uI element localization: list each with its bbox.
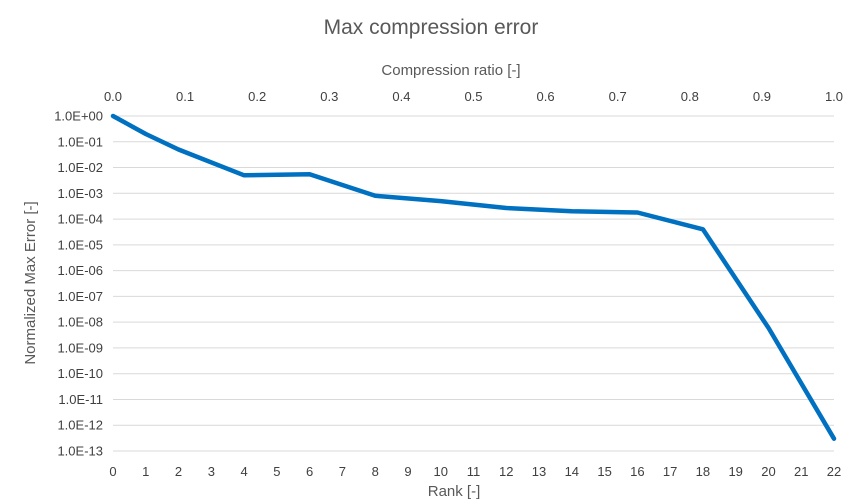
x-tick-label: 2 xyxy=(175,464,182,479)
y-tick-labels: 1.0E+00 1.0E-01 1.0E-02 1.0E-03 1.0E-04 1.0E-… xyxy=(54,109,103,459)
x2-tick-labels: 0.0 0.1 0.2 0.3 0.4 0.5 0.6 0.7 0.8 0.9 1.0 xyxy=(104,89,843,104)
x2-tick-label: 0.2 xyxy=(248,89,266,104)
y-tick-label: 1.0E-12 xyxy=(57,418,103,433)
y-tick-label: 1.0E-08 xyxy=(57,315,103,330)
x-tick-label: 20 xyxy=(761,464,775,479)
y-axis-title: Normalized Max Error [-] xyxy=(22,201,39,364)
x-tick-label: 7 xyxy=(339,464,346,479)
y-tick-label: 1.0E-01 xyxy=(57,134,103,149)
x-tick-label: 13 xyxy=(532,464,546,479)
x-tick-label: 15 xyxy=(597,464,611,479)
x2-tick-label: 0.7 xyxy=(609,89,627,104)
x2-tick-label: 1.0 xyxy=(825,89,843,104)
x-tick-label: 6 xyxy=(306,464,313,479)
x-tick-label: 17 xyxy=(663,464,677,479)
x-tick-label: 4 xyxy=(240,464,247,479)
x2-tick-label: 0.0 xyxy=(104,89,122,104)
x2-tick-label: 0.4 xyxy=(392,89,410,104)
x-axis-title: Rank [-] xyxy=(428,483,481,500)
x-tick-label: 8 xyxy=(372,464,379,479)
x2-tick-label: 0.3 xyxy=(320,89,338,104)
x-tick-label: 12 xyxy=(499,464,513,479)
x-tick-label: 16 xyxy=(630,464,644,479)
x2-tick-label: 0.6 xyxy=(537,89,555,104)
x2-tick-label: 0.9 xyxy=(753,89,771,104)
x-tick-label: 9 xyxy=(404,464,411,479)
y-tick-label: 1.0E-09 xyxy=(57,340,103,355)
x2-tick-label: 0.1 xyxy=(176,89,194,104)
x-tick-label: 19 xyxy=(728,464,742,479)
y-tick-label: 1.0E-05 xyxy=(57,237,103,252)
x-tick-label: 3 xyxy=(208,464,215,479)
x-tick-labels: 0 1 2 3 4 5 6 7 8 9 10 11 12 13 14 15 16 17 18 19 20 21 22 xyxy=(109,464,841,479)
y-tick-label: 1.0E-06 xyxy=(57,263,103,278)
y-tick-label: 1.0E-10 xyxy=(57,366,103,381)
y-tick-label: 1.0E-07 xyxy=(57,289,103,304)
x-tick-label: 21 xyxy=(794,464,808,479)
x-tick-label: 10 xyxy=(433,464,447,479)
y-tick-label: 1.0E-13 xyxy=(57,444,103,459)
x-tick-label: 11 xyxy=(467,464,481,479)
x-tick-label: 5 xyxy=(273,464,280,479)
y-tick-label: 1.0E-02 xyxy=(57,160,103,175)
y-tick-label: 1.0E-03 xyxy=(57,186,103,201)
x2-tick-label: 0.5 xyxy=(464,89,482,104)
grid xyxy=(113,115,834,452)
x2-axis-title: Compression ratio [-] xyxy=(381,62,520,79)
x-tick-label: 14 xyxy=(565,464,579,479)
x-tick-label: 18 xyxy=(696,464,710,479)
y-tick-label: 1.0E-11 xyxy=(58,392,103,407)
x2-tick-label: 0.8 xyxy=(681,89,699,104)
series-group xyxy=(110,113,837,441)
y-tick-label: 1.0E+00 xyxy=(54,109,103,124)
x-tick-label: 22 xyxy=(827,464,841,479)
x-tick-label: 1 xyxy=(142,464,149,479)
y-tick-label: 1.0E-04 xyxy=(57,212,103,227)
chart-title: Max compression error xyxy=(324,16,539,39)
series-line-0 xyxy=(110,113,837,441)
x-tick-label: 0 xyxy=(109,464,116,479)
